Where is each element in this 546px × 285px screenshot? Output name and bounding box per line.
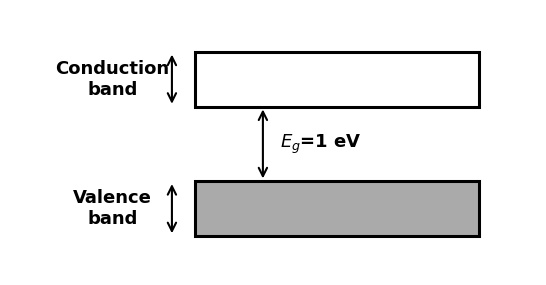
Text: Valence
band: Valence band [73,189,152,228]
Text: $\mathit{E_g}$=1 eV: $\mathit{E_g}$=1 eV [280,132,361,156]
Bar [195,52,479,107]
Bar [195,181,479,236]
Text: Conduction
band: Conduction band [56,60,170,99]
